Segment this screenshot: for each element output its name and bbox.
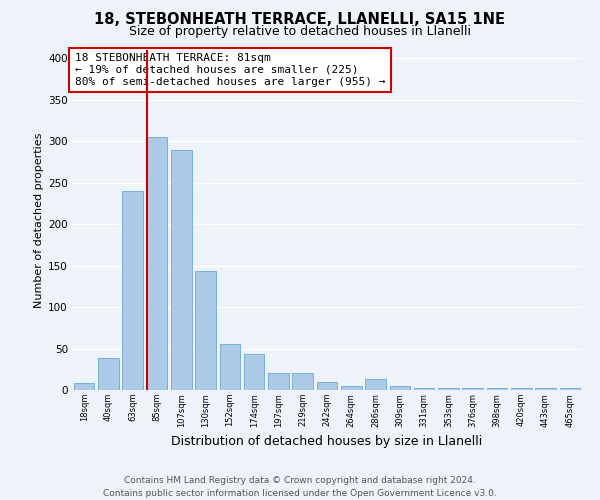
Bar [195, 272, 216, 390]
Bar [220, 344, 240, 390]
Bar [146, 137, 167, 390]
Bar [122, 191, 143, 390]
Bar [438, 388, 459, 390]
Bar [244, 354, 265, 390]
Text: Size of property relative to detached houses in Llanelli: Size of property relative to detached ho… [129, 25, 471, 38]
Text: 18 STEBONHEATH TERRACE: 81sqm
← 19% of detached houses are smaller (225)
80% of : 18 STEBONHEATH TERRACE: 81sqm ← 19% of d… [74, 54, 385, 86]
Bar [389, 386, 410, 390]
Bar [268, 374, 289, 390]
Bar [292, 374, 313, 390]
Bar [171, 150, 191, 390]
Bar [365, 379, 386, 390]
Bar [463, 388, 483, 390]
Bar [414, 388, 434, 390]
Bar [98, 358, 119, 390]
X-axis label: Distribution of detached houses by size in Llanelli: Distribution of detached houses by size … [172, 435, 482, 448]
Text: Contains HM Land Registry data © Crown copyright and database right 2024.
Contai: Contains HM Land Registry data © Crown c… [103, 476, 497, 498]
Text: 18, STEBONHEATH TERRACE, LLANELLI, SA15 1NE: 18, STEBONHEATH TERRACE, LLANELLI, SA15 … [95, 12, 505, 28]
Bar [317, 382, 337, 390]
Bar [511, 388, 532, 390]
Bar [74, 384, 94, 390]
Bar [560, 388, 580, 390]
Bar [487, 388, 508, 390]
Y-axis label: Number of detached properties: Number of detached properties [34, 132, 44, 308]
Bar [535, 388, 556, 390]
Bar [341, 386, 362, 390]
